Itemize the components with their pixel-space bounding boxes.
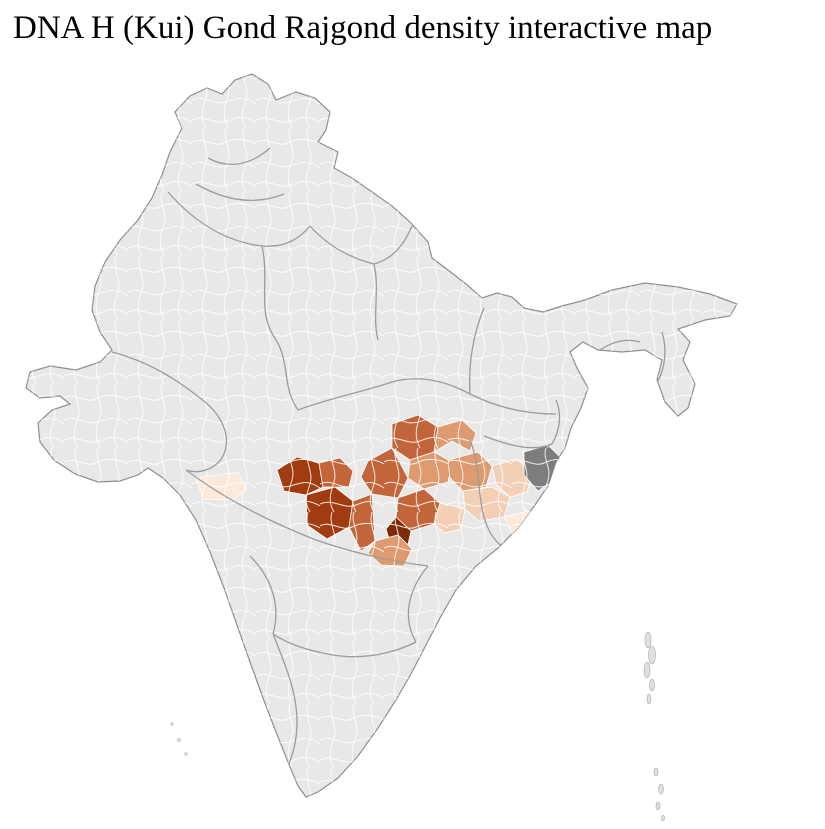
andaman-nicobar-islands bbox=[643, 631, 665, 822]
lakshadweep-islands bbox=[170, 722, 188, 756]
state-boundaries bbox=[111, 147, 666, 771]
page-title: DNA H (Kui) Gond Rajgond density interac… bbox=[13, 10, 713, 46]
india-landmass[interactable] bbox=[25, 73, 738, 798]
